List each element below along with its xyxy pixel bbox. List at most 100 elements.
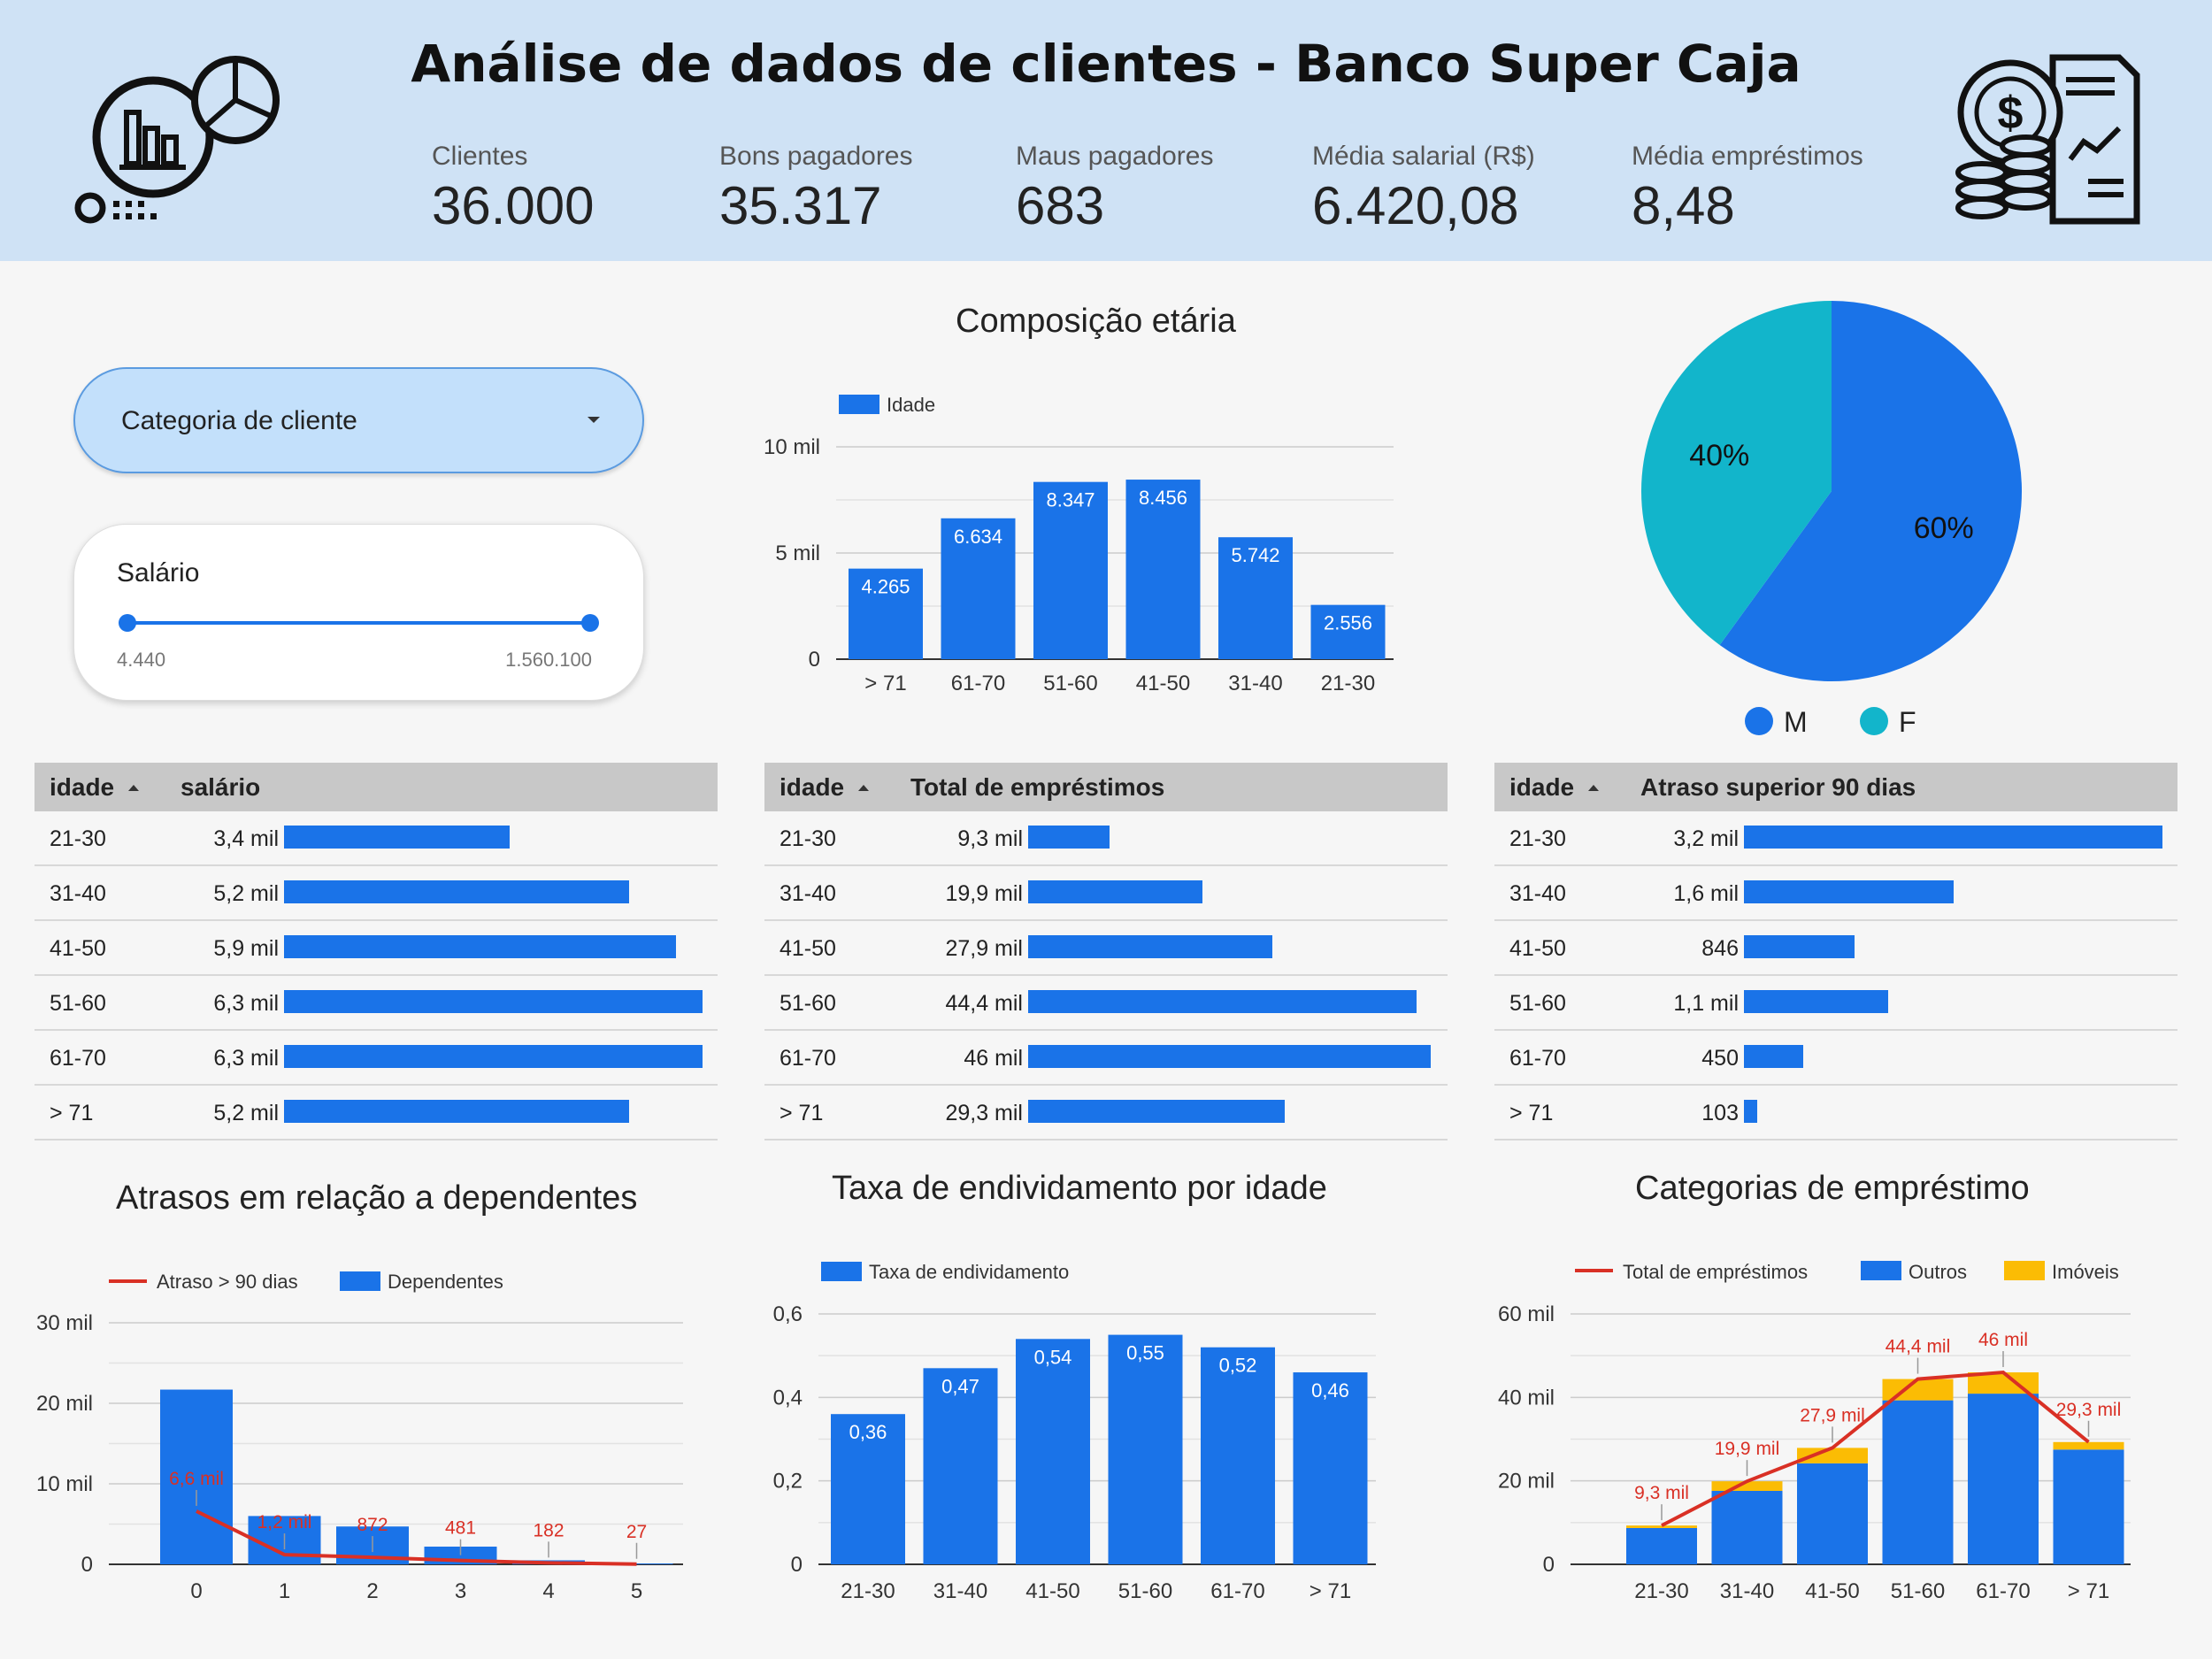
table-row[interactable]: 61-70 46 mil: [764, 1031, 1448, 1086]
bar-outros: [1968, 1394, 2039, 1564]
header-banner: Análise de dados de clientes - Banco Sup…: [0, 0, 2212, 261]
table-row[interactable]: 21-30 3,4 mil: [35, 811, 718, 866]
legend-label: Total de empréstimos: [1623, 1261, 1808, 1283]
row-bar: [1744, 880, 1954, 903]
row-key: 61-70: [50, 1046, 106, 1071]
pie-slice: [1719, 301, 2022, 681]
row-bar: [1028, 990, 1417, 1013]
line-data-label: 1,2 mil: [257, 1512, 312, 1532]
kpi-label: Média empréstimos: [1632, 142, 1863, 171]
column-header-idade[interactable]: idade: [1509, 773, 1575, 801]
row-value: 19,9 mil: [945, 881, 1023, 906]
row-key: 41-50: [780, 936, 836, 961]
bar: [1108, 1334, 1183, 1564]
row-bar: [1028, 1045, 1431, 1068]
analytics-icon: [74, 56, 280, 224]
table-row[interactable]: 51-60 44,4 mil: [764, 976, 1448, 1031]
row-value: 3,2 mil: [1673, 826, 1739, 851]
x-tick-label: 21-30: [1634, 1579, 1688, 1603]
data-label: 2.556: [1324, 612, 1372, 634]
loan-categories-chart: Total de empréstimos Outros Imóveis 0 20 mil…: [1498, 1261, 2131, 1603]
legend-label: Taxa de endividamento: [869, 1261, 1069, 1283]
y-tick-label: 0: [81, 1553, 93, 1577]
table-row[interactable]: 31-40 5,2 mil: [35, 866, 718, 921]
y-tick-label: 10 mil: [764, 435, 820, 459]
salary-table: idade salário 21-30 3,4 mil 31-40 5,2 mil 41-5…: [35, 763, 718, 1141]
table-row[interactable]: 61-70 6,3 mil: [35, 1031, 718, 1086]
legend-label: Atraso > 90 dias: [157, 1271, 298, 1293]
column-header-metric[interactable]: salário: [180, 773, 261, 801]
table-row[interactable]: 31-40 19,9 mil: [764, 866, 1448, 921]
bar: [1310, 604, 1386, 659]
row-key: 61-70: [780, 1046, 836, 1071]
delay-table: idade Atraso superior 90 dias 21-30 3,2 mil…: [1494, 763, 2177, 1141]
row-key: > 71: [50, 1101, 94, 1125]
age-chart: Idade 0 5 mil 10 mil 4.265 > 71 6.634 61-70 8.34…: [764, 394, 1394, 695]
bar: [160, 1389, 233, 1564]
salary-min-value: 4.440: [117, 649, 166, 671]
row-key: 51-60: [1509, 991, 1566, 1016]
line-data-label: 6,6 mil: [169, 1469, 224, 1489]
data-label: 0,46: [1311, 1379, 1349, 1402]
table-row[interactable]: 61-70 450: [1494, 1031, 2177, 1086]
category-dropdown[interactable]: Categoria de cliente: [73, 367, 644, 473]
table-row[interactable]: > 71 103: [1494, 1086, 2177, 1141]
x-tick-label: 4: [542, 1579, 554, 1603]
column-header-idade[interactable]: idade: [780, 773, 845, 801]
table-row[interactable]: 21-30 9,3 mil: [764, 811, 1448, 866]
table-row[interactable]: 51-60 1,1 mil: [1494, 976, 2177, 1031]
sort-asc-icon[interactable]: [858, 785, 869, 791]
slider-track[interactable]: [126, 621, 592, 625]
kpi-media-emprestimos: Média empréstimos 8,48: [1632, 142, 1863, 236]
row-key: 51-60: [50, 991, 106, 1016]
column-header-metric[interactable]: Atraso superior 90 dias: [1640, 773, 1916, 801]
bar: [1125, 480, 1201, 659]
row-key: > 71: [1509, 1101, 1554, 1125]
table-row[interactable]: 41-50 27,9 mil: [764, 921, 1448, 976]
row-value: 3,4 mil: [213, 826, 279, 851]
bar: [1293, 1372, 1368, 1564]
pie-slice: [1641, 301, 1832, 645]
salary-slider[interactable]: Salário 4.440 1.560.100: [73, 524, 644, 701]
x-tick-label: > 71: [2068, 1579, 2109, 1603]
row-value: 9,3 mil: [957, 826, 1023, 851]
table-row[interactable]: > 71 5,2 mil: [35, 1086, 718, 1141]
slider-max-handle[interactable]: [581, 614, 599, 632]
legend-label: M: [1784, 706, 1808, 738]
table-header: idade Atraso superior 90 dias: [1494, 763, 2177, 811]
table-row[interactable]: > 71 29,3 mil: [764, 1086, 1448, 1141]
row-key: 61-70: [1509, 1046, 1566, 1071]
row-value: 46 mil: [964, 1046, 1023, 1071]
series-line: [196, 1509, 637, 1566]
column-header-idade[interactable]: idade: [50, 773, 115, 801]
slider-min-handle[interactable]: [119, 614, 136, 632]
row-value: 1,6 mil: [1673, 881, 1739, 906]
y-tick-label: 0,4: [773, 1386, 803, 1409]
row-value: 1,1 mil: [1673, 991, 1739, 1016]
table-row[interactable]: 41-50 5,9 mil: [35, 921, 718, 976]
row-bar: [1028, 1100, 1285, 1123]
x-tick-label: 41-50: [1025, 1579, 1079, 1603]
table-row[interactable]: 21-30 3,2 mil: [1494, 811, 2177, 866]
sort-asc-icon[interactable]: [128, 785, 139, 791]
bar: [1016, 1339, 1090, 1564]
legend-dot: [1860, 707, 1888, 735]
bar-outros: [1882, 1400, 1954, 1564]
table-row[interactable]: 31-40 1,6 mil: [1494, 866, 2177, 921]
debt-chart: Taxa de endividamento 0 0,2 0,4 0,6 0,36 21-30…: [773, 1261, 1376, 1603]
x-tick-label: 5: [631, 1579, 642, 1603]
caret-down-icon[interactable]: [588, 417, 600, 423]
legend-dot: [1745, 707, 1773, 735]
table-row[interactable]: 51-60 6,3 mil: [35, 976, 718, 1031]
sort-asc-icon[interactable]: [1588, 785, 1599, 791]
x-tick-label: 21-30: [1321, 672, 1375, 695]
y-tick-label: 40 mil: [1498, 1386, 1555, 1409]
bar-outros: [1797, 1463, 1868, 1564]
row-key: 31-40: [1509, 881, 1566, 906]
table-row[interactable]: 41-50 846: [1494, 921, 2177, 976]
row-bar: [1744, 935, 1855, 958]
x-tick-label: 31-40: [1228, 672, 1282, 695]
debt-chart-title: Taxa de endividamento por idade: [832, 1170, 1327, 1207]
row-bar: [284, 1100, 630, 1123]
column-header-metric[interactable]: Total de empréstimos: [910, 773, 1165, 801]
